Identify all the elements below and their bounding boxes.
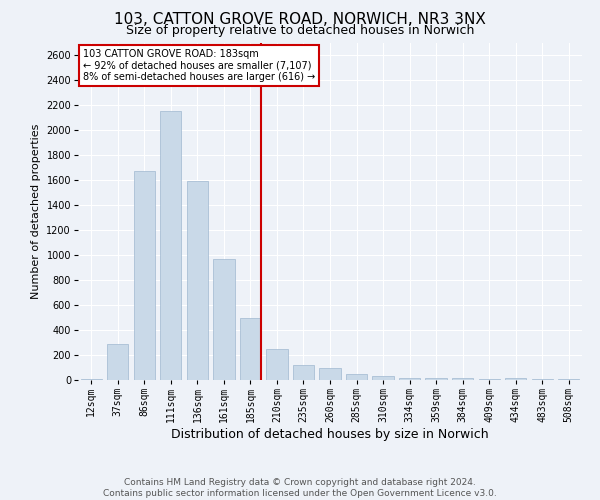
Text: 103 CATTON GROVE ROAD: 183sqm
← 92% of detached houses are smaller (7,107)
8% of: 103 CATTON GROVE ROAD: 183sqm ← 92% of d… — [83, 50, 315, 82]
Bar — [187, 181, 208, 380]
Bar — [293, 365, 314, 380]
Bar — [213, 260, 235, 380]
Bar — [107, 344, 128, 380]
Bar — [134, 171, 155, 380]
Text: Size of property relative to detached houses in Norwich: Size of property relative to detached ho… — [126, 24, 474, 37]
Bar — [80, 379, 102, 380]
Bar — [240, 318, 261, 380]
Text: 103, CATTON GROVE ROAD, NORWICH, NR3 3NX: 103, CATTON GROVE ROAD, NORWICH, NR3 3NX — [114, 12, 486, 28]
Bar — [399, 378, 420, 380]
Bar — [505, 378, 526, 380]
Bar — [479, 379, 500, 380]
Bar — [425, 378, 447, 380]
Bar — [532, 379, 553, 380]
X-axis label: Distribution of detached houses by size in Norwich: Distribution of detached houses by size … — [171, 428, 489, 441]
Bar — [558, 379, 580, 380]
Text: Contains HM Land Registry data © Crown copyright and database right 2024.
Contai: Contains HM Land Registry data © Crown c… — [103, 478, 497, 498]
Y-axis label: Number of detached properties: Number of detached properties — [31, 124, 41, 299]
Bar — [160, 112, 181, 380]
Bar — [346, 374, 367, 380]
Bar — [319, 368, 341, 380]
Bar — [373, 376, 394, 380]
Bar — [266, 350, 287, 380]
Bar — [452, 378, 473, 380]
